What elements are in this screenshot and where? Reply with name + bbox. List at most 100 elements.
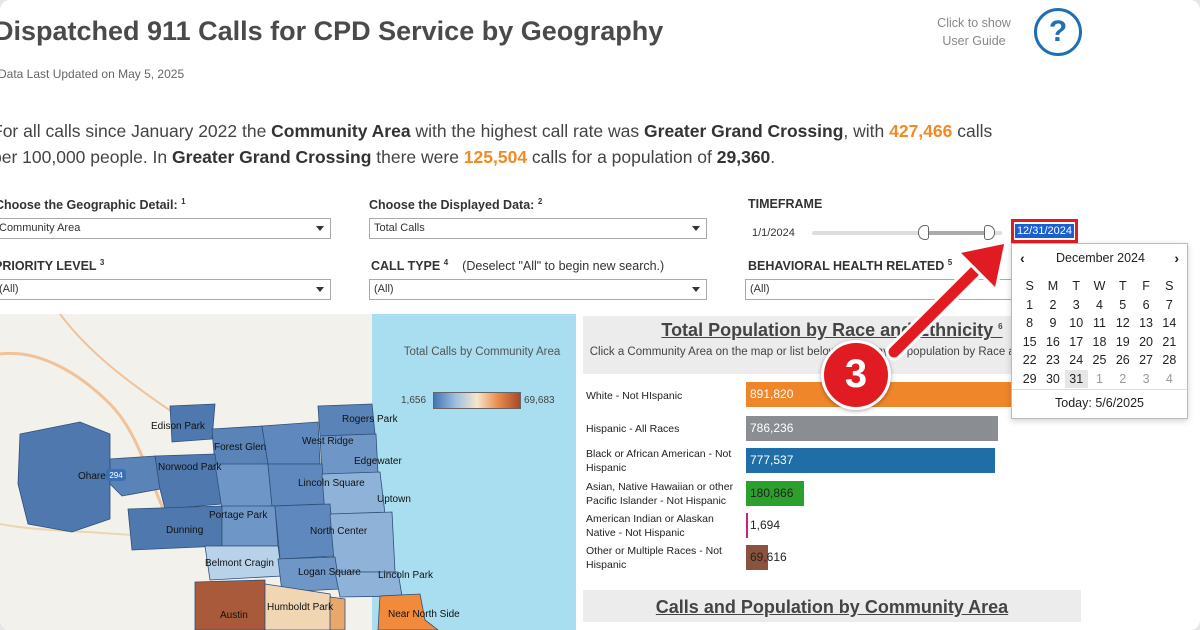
calendar-day[interactable]: 24 <box>1069 353 1084 367</box>
calendar-day[interactable]: 1 <box>1026 297 1034 312</box>
calltype-select[interactable]: (All) <box>369 279 707 300</box>
area-lake-view[interactable] <box>329 511 396 573</box>
calendar-day[interactable]: 23 <box>1045 353 1060 367</box>
map-legend-min: 1,656 <box>401 395 427 406</box>
summary-area: Greater Grand Crossing <box>644 121 844 141</box>
calendar-day-next-month[interactable]: 1 <box>1096 371 1103 386</box>
timeframe-slider-range <box>924 231 990 235</box>
geo-detail-text: Choose the Geographic Detail: <box>0 198 178 213</box>
bar-value-label: 777,537 <box>750 453 794 467</box>
community-area-map[interactable]: 294 <box>0 314 576 630</box>
bar-category-label: American Indian or Alaskan Native - Not … <box>586 513 714 539</box>
calendar-day[interactable]: 7 <box>1165 297 1173 312</box>
calendar-day[interactable]: 15 <box>1022 334 1037 349</box>
displayed-data-select[interactable]: Total Calls <box>369 218 707 239</box>
calendar-day[interactable]: 22 <box>1022 353 1037 367</box>
calltype-note: (Deselect "All" to begin new search.) <box>462 259 665 274</box>
calendar-day[interactable]: 26 <box>1115 353 1130 367</box>
calendar-day[interactable]: 14 <box>1162 316 1177 330</box>
calendar-today-button[interactable]: Today: 5/6/2025 <box>1055 396 1144 410</box>
calendar-day[interactable]: 27 <box>1139 353 1154 367</box>
calendar-day[interactable]: 4 <box>1096 297 1103 312</box>
population-bar[interactable] <box>746 416 999 441</box>
calendar-day[interactable]: 16 <box>1045 334 1060 349</box>
priority-select[interactable]: (All) <box>0 279 331 300</box>
chevron-down-icon <box>316 287 324 292</box>
calendar-day[interactable]: 25 <box>1092 353 1107 367</box>
map-canvas[interactable]: 294 <box>0 314 576 630</box>
calendar-day[interactable]: 18 <box>1092 334 1107 349</box>
area-edison-park[interactable] <box>169 403 216 443</box>
area-humboldt-park[interactable] <box>264 583 336 630</box>
area-austin[interactable] <box>194 579 266 630</box>
calendar-day[interactable]: 29 <box>1022 371 1037 386</box>
map-label: Dunning <box>166 525 204 536</box>
calendar-day-next-month[interactable]: 4 <box>1165 371 1173 386</box>
calendar-day[interactable]: 30 <box>1045 371 1060 386</box>
summary-part: . <box>770 147 776 167</box>
map-label: Austin <box>220 610 248 621</box>
calendar-day[interactable]: 3 <box>1072 297 1080 312</box>
summary-part: with the highest call rate was <box>410 121 645 141</box>
calendar-day[interactable]: 21 <box>1162 334 1177 349</box>
population-bar[interactable] <box>746 513 748 538</box>
population-bar[interactable] <box>746 545 769 570</box>
calltype-text: CALL TYPE <box>371 259 441 274</box>
lake-michigan <box>372 314 576 630</box>
geo-detail-select[interactable]: Community Area <box>0 218 331 239</box>
population-bar[interactable] <box>746 448 996 473</box>
calendar-day[interactable]: 17 <box>1069 334 1084 349</box>
calendar-day[interactable]: 8 <box>1026 316 1034 330</box>
timeframe-end-input[interactable]: 12/31/2024 <box>1011 219 1078 243</box>
calendar-day-next-month[interactable]: 2 <box>1119 371 1127 386</box>
prev-month-button[interactable]: ‹ <box>1020 250 1025 266</box>
footnote-4: 4 <box>443 258 449 267</box>
bar-category-label: Black or African American - Not Hispanic <box>586 448 732 474</box>
area-ohare[interactable] <box>17 421 111 533</box>
map-legend-title: Total Calls by Community Area <box>403 346 561 358</box>
summary-area2: Greater Grand Crossing <box>172 147 372 167</box>
summary-part: calls for a population of <box>527 147 717 167</box>
timeframe-label: TIMEFRAME <box>748 197 823 211</box>
calendar-day[interactable]: 11 <box>1093 316 1106 330</box>
map-label: Edison Park <box>151 421 205 432</box>
user-guide-link[interactable]: Click to show User Guide <box>920 14 1028 50</box>
next-month-button[interactable]: › <box>1174 250 1179 266</box>
calendar-day[interactable]: 2 <box>1049 297 1057 312</box>
summary-rate: 427,466 <box>889 121 953 141</box>
timeframe-slider-track[interactable] <box>812 231 1002 235</box>
calendar-day-next-month[interactable]: 3 <box>1142 371 1150 386</box>
chevron-down-icon <box>316 226 324 231</box>
calendar-day[interactable]: 12 <box>1115 316 1130 330</box>
displayed-data-label: Choose the Displayed Data: 2 <box>369 197 542 212</box>
calendar-day[interactable]: 6 <box>1142 297 1150 312</box>
calendar-day[interactable]: 10 <box>1069 316 1084 330</box>
calendar-day[interactable]: 5 <box>1119 297 1127 312</box>
calls-panel-header <box>583 590 1081 622</box>
map-label: Rogers Park <box>342 414 398 425</box>
map-legend-max: 69,683 <box>524 395 555 406</box>
area-north-west[interactable] <box>154 453 223 510</box>
help-icon[interactable]: ? <box>1034 8 1082 56</box>
map-label: Norwood Park <box>158 462 222 473</box>
user-guide-line1: Click to show <box>937 16 1011 30</box>
calendar-day[interactable]: 20 <box>1139 334 1154 349</box>
timeframe-start-handle[interactable] <box>918 225 929 240</box>
timeframe-end-handle[interactable] <box>984 225 995 240</box>
population-bar[interactable] <box>746 481 804 506</box>
calendar-day[interactable]: 9 <box>1049 316 1057 330</box>
area-near-north-side[interactable] <box>377 593 439 630</box>
calendar-month: December 2024 <box>1056 251 1145 265</box>
calendar-day[interactable]: 28 <box>1162 353 1177 367</box>
footnote-5: 5 <box>947 258 953 267</box>
area-west-town[interactable] <box>329 596 346 630</box>
area-jefferson-park[interactable] <box>214 463 273 510</box>
summary-part: , with <box>843 121 890 141</box>
arrow-shaft <box>888 262 984 358</box>
calendar-day[interactable]: 19 <box>1115 334 1130 349</box>
calendar-day[interactable]: 13 <box>1139 316 1154 330</box>
calendar-day[interactable]: 31 <box>1064 369 1088 388</box>
map-label: West Ridge <box>302 436 354 447</box>
weekday-header: S <box>1165 279 1174 293</box>
